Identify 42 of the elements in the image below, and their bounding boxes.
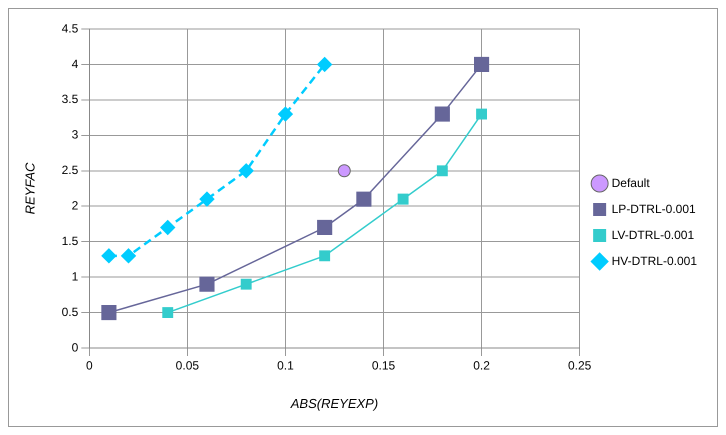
point xyxy=(434,106,450,122)
point xyxy=(278,106,293,122)
point xyxy=(436,165,448,176)
y-axis-title: REYFAC xyxy=(22,162,38,214)
point xyxy=(474,56,490,72)
point xyxy=(398,194,409,205)
point xyxy=(238,163,254,178)
point xyxy=(121,248,136,264)
legend-label: HV-DTRL-0.001 xyxy=(612,254,698,268)
y-tick-label: 2 xyxy=(72,198,79,213)
x-tick-label: 0.25 xyxy=(568,358,592,373)
x-axis-title: ABS(REYEXP) xyxy=(290,396,378,411)
y-tick-label: 0.5 xyxy=(62,304,79,319)
legend-label: LV-DTRL-0.001 xyxy=(612,228,694,242)
point xyxy=(356,192,372,207)
point xyxy=(160,220,176,235)
x-tick-label: 0.05 xyxy=(176,358,200,373)
point xyxy=(319,250,330,262)
y-tick-label: 3.5 xyxy=(62,92,79,106)
y-tick-label: 1 xyxy=(72,269,79,284)
point xyxy=(476,108,488,120)
point xyxy=(240,278,252,290)
y-tick-label: 4 xyxy=(72,56,79,71)
x-tick-label: 0.2 xyxy=(473,358,490,373)
x-tick-label: 0.1 xyxy=(277,358,294,373)
x-tick-label: 0 xyxy=(86,358,93,373)
point xyxy=(101,248,116,264)
point xyxy=(199,276,215,292)
point xyxy=(317,56,332,72)
point xyxy=(199,192,214,207)
x-tick-label: 0.15 xyxy=(372,358,396,373)
point xyxy=(317,220,332,236)
point xyxy=(101,304,116,320)
point xyxy=(338,164,351,178)
y-tick-label: 4.5 xyxy=(62,21,79,36)
legend-label: Default xyxy=(612,176,650,190)
y-tick-label: 0 xyxy=(72,340,79,354)
point xyxy=(162,307,174,318)
y-tick-label: 1.5 xyxy=(62,234,79,248)
y-tick-label: 3 xyxy=(72,128,79,142)
legend-label: LP-DTRL-0.001 xyxy=(612,202,696,216)
y-tick-label: 2.5 xyxy=(62,163,79,178)
